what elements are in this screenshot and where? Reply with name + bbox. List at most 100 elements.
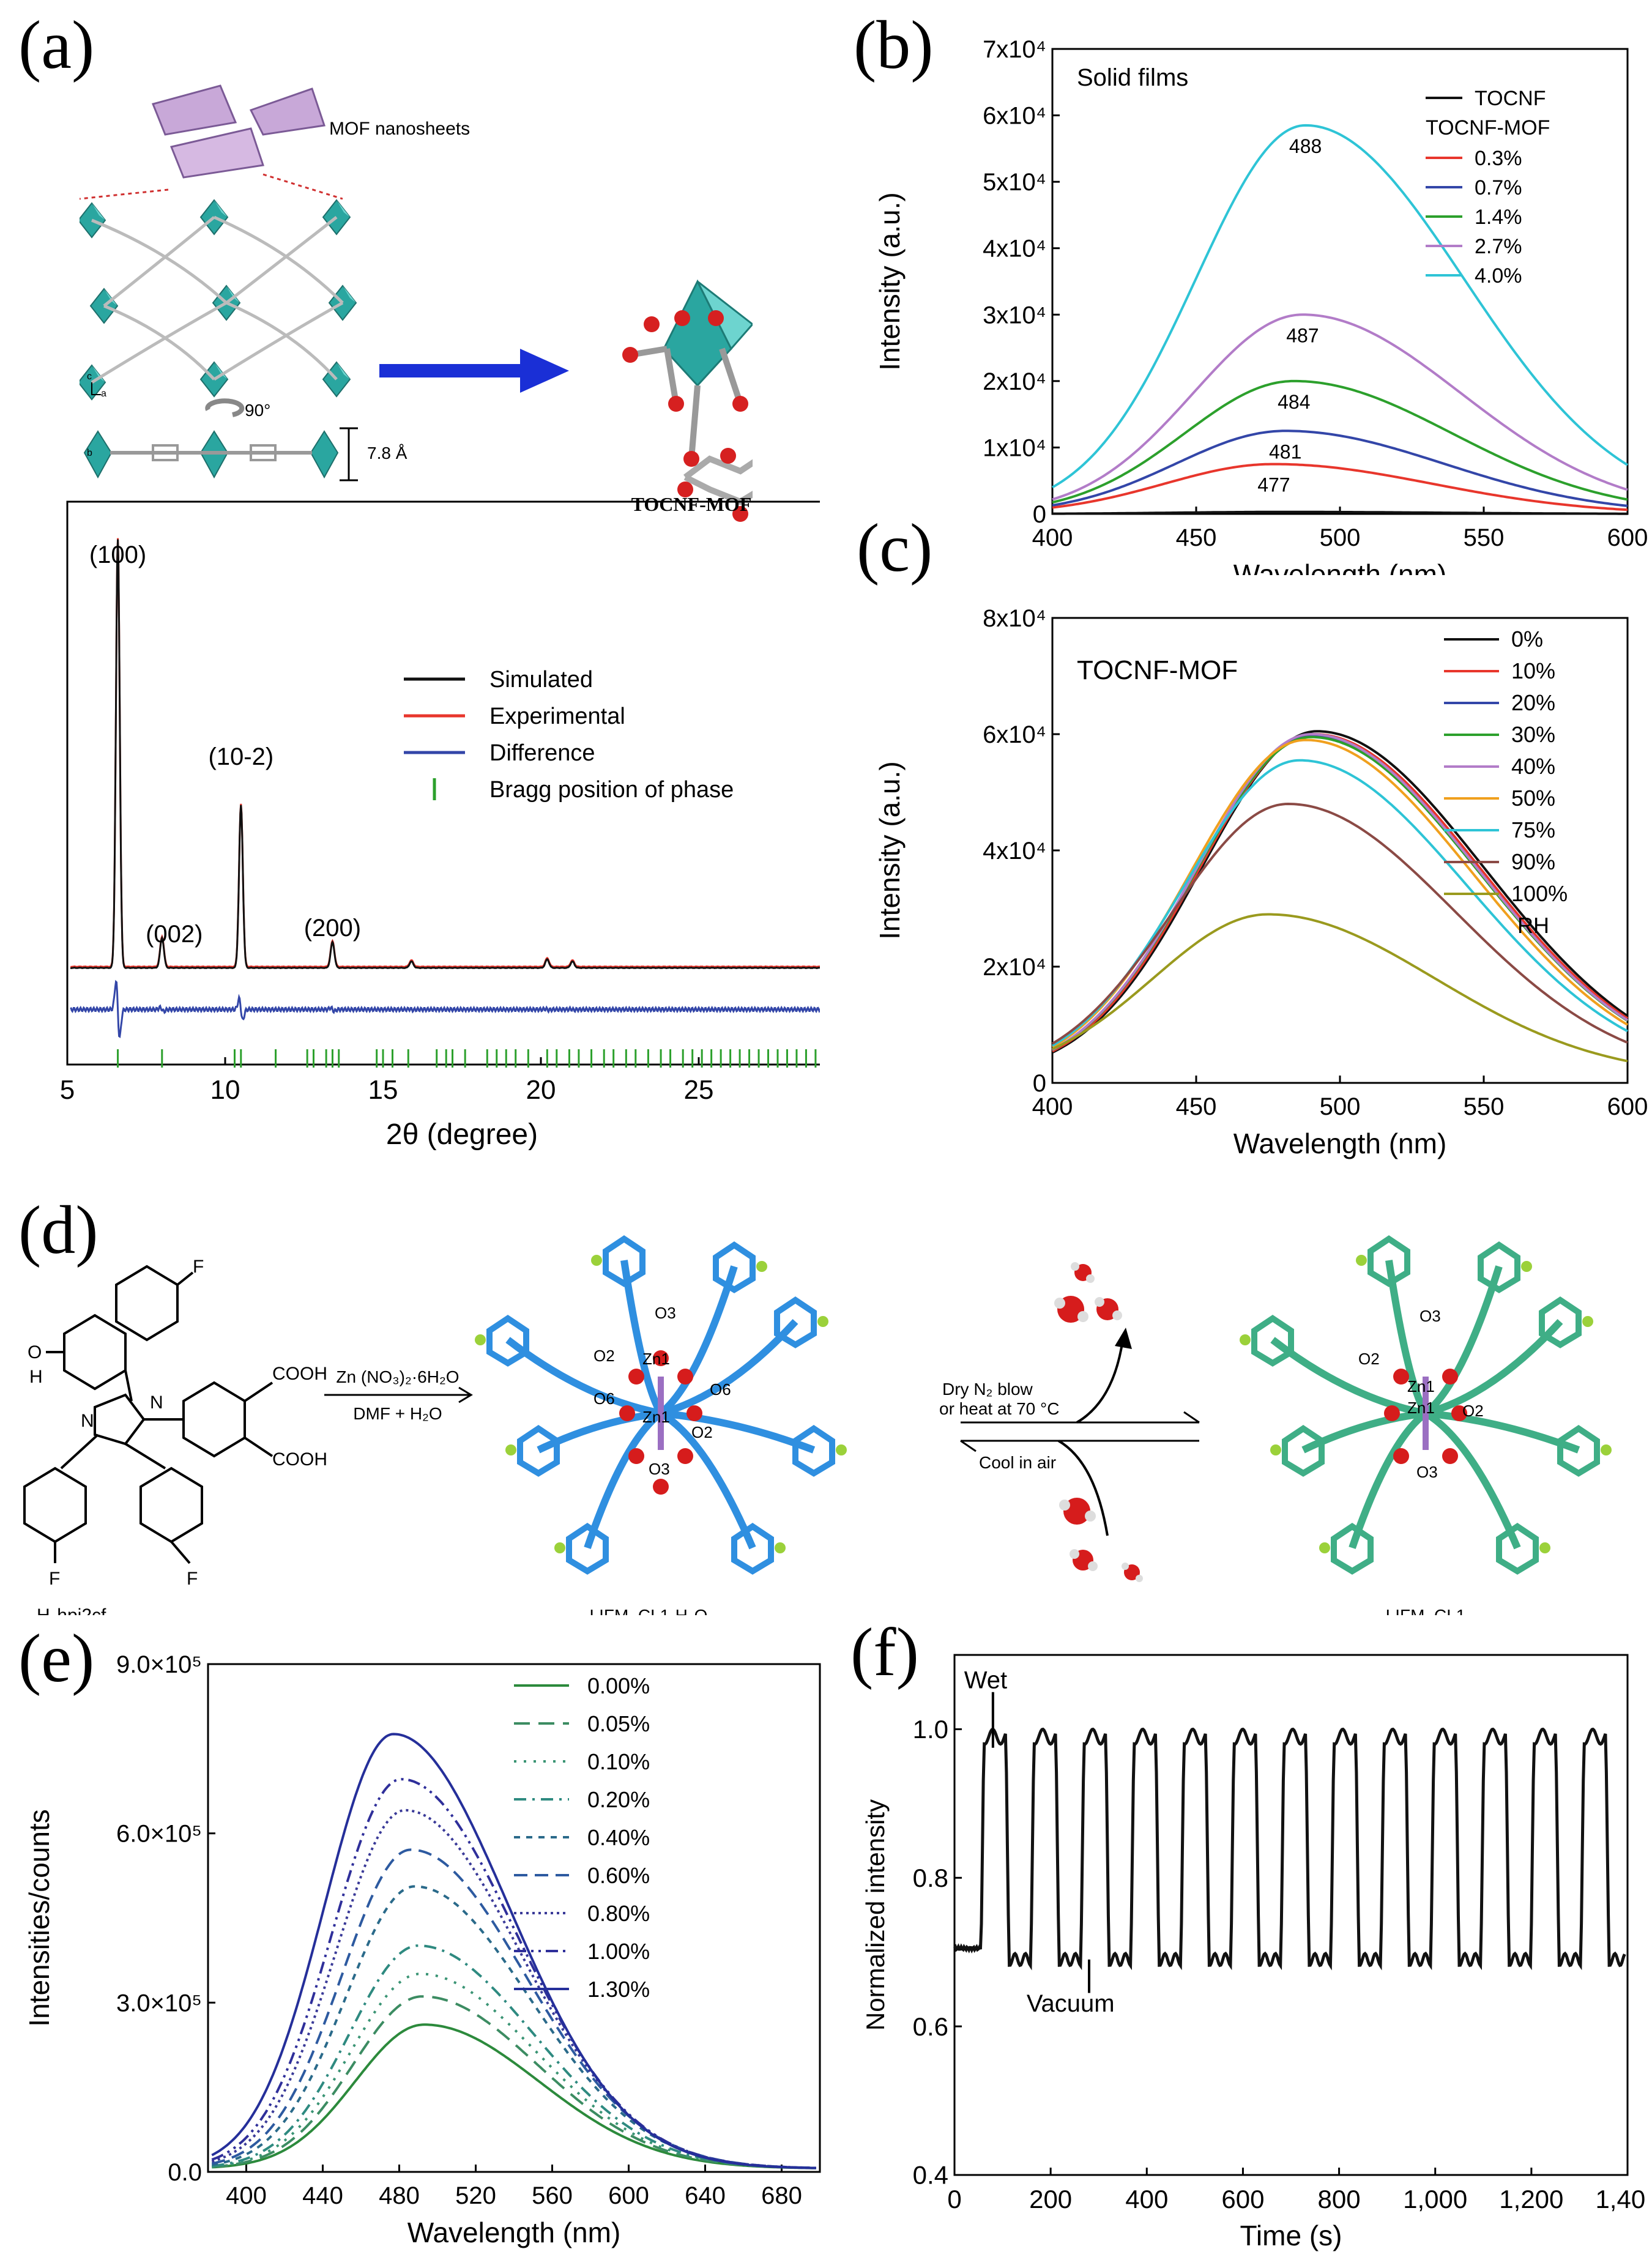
series-TOCNF — [1052, 510, 1628, 515]
x-tick-label: 5 — [60, 1075, 75, 1105]
zn-node-face-0 — [92, 203, 105, 220]
linker-7 — [213, 301, 344, 381]
legend-label: Difference — [489, 740, 595, 766]
legend-label: 1.4% — [1475, 206, 1522, 229]
x-tick-label: 400 — [226, 2182, 267, 2209]
atom-label: O6 — [593, 1389, 615, 1408]
interlayer-spacing-label: 7.8 Å — [367, 444, 407, 463]
chart-title: Solid films — [1077, 64, 1188, 91]
axis-a-label: a — [101, 388, 106, 399]
phenyl-ring — [517, 1424, 560, 1477]
atom-label: O2 — [691, 1423, 713, 1441]
atom-label: Zn1 — [1407, 1399, 1435, 1417]
series-0.05% — [212, 1995, 816, 2169]
peak-label: (100) — [89, 541, 146, 568]
legend-label: TOCNF — [1475, 87, 1546, 110]
oxygen-atom — [628, 1448, 644, 1464]
y-tick-label: 7x10⁴ — [983, 36, 1046, 63]
legend-label: 30% — [1511, 722, 1555, 747]
panel-label-c: (c) — [857, 510, 933, 586]
fluorine-atom — [836, 1444, 847, 1455]
legend-title: TOCNF-MOF — [1426, 116, 1550, 139]
oxygen-atom — [653, 1350, 669, 1366]
legend-label: 0.7% — [1475, 176, 1522, 199]
peak-wavelength-label: 481 — [1269, 440, 1301, 463]
fluorine-atom — [554, 1542, 565, 1553]
zn-node-face-1 — [214, 200, 228, 217]
phenyl-ring — [603, 1235, 646, 1287]
reverse-condition: Cool in air — [979, 1453, 1056, 1472]
ligand-arm — [537, 1410, 661, 1454]
legend-label: 1.00% — [587, 1939, 650, 1964]
legend-label: 0.05% — [587, 1711, 650, 1736]
phenyl-ring — [1282, 1424, 1325, 1477]
atom-label: Zn1 — [1407, 1377, 1435, 1396]
oxygen-atom — [653, 1479, 669, 1495]
ligand-arm — [1349, 1410, 1428, 1549]
phenyl-ring — [1496, 1522, 1539, 1575]
fluorine-atom — [817, 1316, 828, 1327]
peak-wavelength-label: 487 — [1286, 324, 1319, 346]
y-tick-label: 0.0 — [168, 2159, 202, 2186]
axis-b-label: b — [87, 448, 92, 458]
fluorine-atom — [1319, 1542, 1330, 1553]
y-tick-label: 4x10⁴ — [983, 838, 1046, 864]
oxygen-atom — [677, 1369, 693, 1385]
series-0.3% — [1052, 463, 1628, 511]
series-0.20% — [212, 1944, 816, 2169]
series-40% — [1052, 732, 1629, 1051]
ligand-arm — [1423, 1410, 1521, 1550]
zn-node-face-7 — [214, 362, 228, 379]
plot-frame — [66, 500, 820, 1066]
fluorine-atom — [775, 1542, 786, 1553]
experimental-curve — [70, 538, 820, 968]
atom-label: O6 — [710, 1380, 731, 1399]
y-tick-label: 2x10⁴ — [983, 954, 1046, 981]
phenyl-ring — [1331, 1522, 1374, 1575]
series-0.10% — [212, 1972, 816, 2169]
y-axis-title: Intensity (a.u.) — [874, 192, 906, 370]
conversion-arrow-icon — [379, 349, 569, 393]
series-2.7% — [1052, 313, 1628, 501]
forward-condition-bottom: or heat at 70 °C — [939, 1399, 1059, 1418]
x-tick-label: 600 — [608, 2182, 649, 2209]
y-tick-label: 1.0 — [913, 1715, 948, 1744]
simulated-curve — [70, 539, 820, 970]
fluorine-atom — [475, 1334, 486, 1345]
sheet-side-view — [83, 430, 339, 479]
x-tick-label: 550 — [1464, 1093, 1505, 1120]
x-axis-title: Time (s) — [1240, 2220, 1342, 2251]
difference-curve — [70, 979, 820, 1038]
panel-label-a: (a) — [18, 7, 95, 83]
fluorine-atom — [756, 1261, 767, 1272]
series-1.4% — [1052, 379, 1628, 504]
x-tick-label: 560 — [532, 2182, 573, 2209]
oxygen-atom — [1384, 1405, 1400, 1421]
rotate-arrow-icon — [205, 398, 245, 417]
series-0.00% — [212, 2023, 816, 2169]
rotation-label: 90° — [245, 401, 270, 420]
x-tick-label: 600 — [1607, 524, 1648, 551]
x-tick-label: 1,200 — [1499, 2185, 1563, 2214]
phenyl-ring — [566, 1522, 609, 1575]
side-node-2 — [310, 430, 339, 479]
peak-wavelength-label: 484 — [1278, 391, 1310, 413]
y-axis-title: Intensities/counts — [23, 1809, 55, 2026]
oxygen-atom — [1451, 1405, 1467, 1421]
atom-label: Zn1 — [642, 1408, 670, 1426]
side-node-0 — [83, 430, 113, 479]
peak-label: (002) — [146, 921, 203, 948]
emission-chart-c: 400 450 500 550 600 0 2x10⁴ 4x10⁴ 6x10⁴ 8x10⁴ TOCN… — [874, 605, 1648, 1159]
atom-label: Zn1 — [642, 1350, 670, 1368]
phenyl-ring — [486, 1314, 529, 1367]
x-axis-title: Wavelength (nm) — [1233, 559, 1447, 575]
panel-label-b: (b) — [854, 7, 934, 83]
legend-label: 100% — [1511, 881, 1568, 906]
y-tick-label: 2x10⁴ — [983, 368, 1046, 395]
fluorine-atom — [1582, 1316, 1593, 1327]
panel-label-f: (f) — [850, 1615, 919, 1690]
intensity-cycle-chart-f: 0 200 400 600 800 1,000 1,200 1,400 0.4 0.6 0.8 1.0… — [861, 1654, 1646, 2251]
x-tick-label: 500 — [1320, 1093, 1361, 1120]
legend-label: 2.7% — [1475, 235, 1522, 258]
